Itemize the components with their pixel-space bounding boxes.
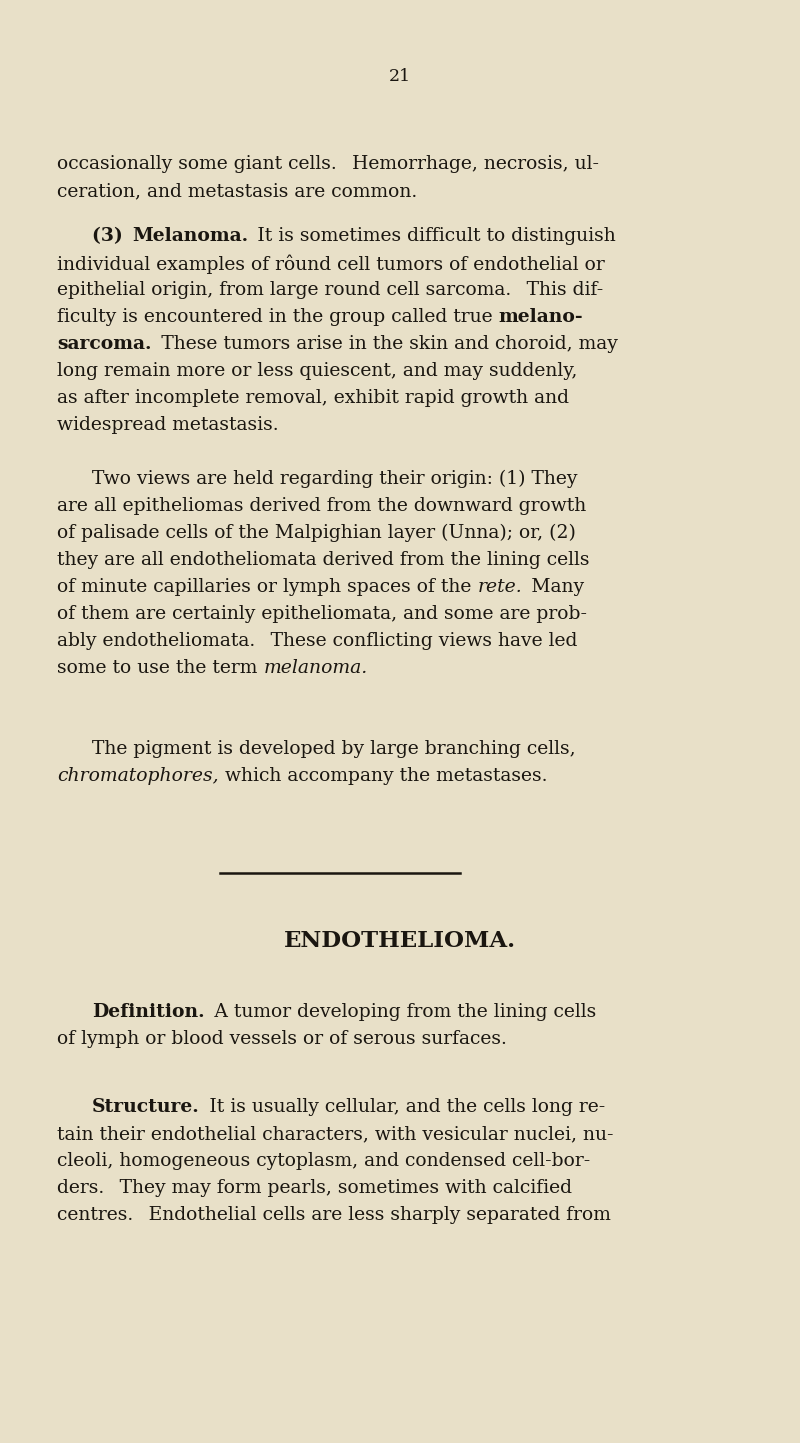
Text: long remain more or less quiescent, and may suddenly,: long remain more or less quiescent, and … <box>57 362 578 380</box>
Text: ably endotheliomata.  These conflicting views have led: ably endotheliomata. These conflicting v… <box>57 632 578 649</box>
Text: ders.  They may form pearls, sometimes with calcified: ders. They may form pearls, sometimes wi… <box>57 1179 572 1198</box>
Text: tain their endothelial characters, with vesicular nuclei, nu-: tain their endothelial characters, with … <box>57 1126 614 1143</box>
Text: widespread metastasis.: widespread metastasis. <box>57 416 278 434</box>
Text: 21: 21 <box>389 68 411 85</box>
Text: Two views are held regarding their origin: (1) They: Two views are held regarding their origi… <box>92 470 578 488</box>
Text: (3): (3) <box>92 227 132 245</box>
Text: as after incomplete removal, exhibit rapid growth and: as after incomplete removal, exhibit rap… <box>57 390 569 407</box>
Text: These tumors arise in the skin and choroid, may: These tumors arise in the skin and choro… <box>151 335 618 354</box>
Text: ficulty is encountered in the group called true: ficulty is encountered in the group call… <box>57 307 498 326</box>
Text: It is usually cellular, and the cells long re-: It is usually cellular, and the cells lo… <box>200 1098 605 1115</box>
Text: melano-: melano- <box>498 307 583 326</box>
Text: centres.  Endothelial cells are less sharply separated from: centres. Endothelial cells are less shar… <box>57 1206 611 1224</box>
Text: The pigment is developed by large branching cells,: The pigment is developed by large branch… <box>92 740 576 758</box>
Text: Melanoma.: Melanoma. <box>132 227 248 245</box>
Text: Definition.: Definition. <box>92 1003 205 1022</box>
Text: occasionally some giant cells.  Hemorrhage, necrosis, ul-: occasionally some giant cells. Hemorrhag… <box>57 154 599 173</box>
Text: ceration, and metastasis are common.: ceration, and metastasis are common. <box>57 182 418 201</box>
Text: individual examples of rôund cell tumors of endothelial or: individual examples of rôund cell tumors… <box>57 254 605 274</box>
Text: It is sometimes difficult to distinguish: It is sometimes difficult to distinguish <box>248 227 616 245</box>
Text: are all epitheliomas derived from the downward growth: are all epitheliomas derived from the do… <box>57 496 586 515</box>
Text: of lymph or blood vessels or of serous surfaces.: of lymph or blood vessels or of serous s… <box>57 1030 507 1048</box>
Text: they are all endotheliomata derived from the lining cells: they are all endotheliomata derived from… <box>57 551 590 569</box>
Text: epithelial origin, from large round cell sarcoma.  This dif-: epithelial origin, from large round cell… <box>57 281 603 299</box>
Text: Structure.: Structure. <box>92 1098 200 1115</box>
Text: chromatophores,: chromatophores, <box>57 768 218 785</box>
Text: some to use the term: some to use the term <box>57 659 263 677</box>
Text: of them are certainly epitheliomata, and some are prob-: of them are certainly epitheliomata, and… <box>57 605 587 623</box>
Text: Many: Many <box>522 579 584 596</box>
Text: cleoli, homogeneous cytoplasm, and condensed cell-bor-: cleoli, homogeneous cytoplasm, and conde… <box>57 1152 590 1170</box>
Text: rete.: rete. <box>478 579 522 596</box>
Text: melanoma.: melanoma. <box>263 659 368 677</box>
Text: sarcoma.: sarcoma. <box>57 335 151 354</box>
Text: which accompany the metastases.: which accompany the metastases. <box>218 768 547 785</box>
Text: of palisade cells of the Malpighian layer (Unna); or, (2): of palisade cells of the Malpighian laye… <box>57 524 576 543</box>
Text: ENDOTHELIOMA.: ENDOTHELIOMA. <box>284 929 516 952</box>
Text: of minute capillaries or lymph spaces of the: of minute capillaries or lymph spaces of… <box>57 579 478 596</box>
Text: A tumor developing from the lining cells: A tumor developing from the lining cells <box>205 1003 596 1022</box>
